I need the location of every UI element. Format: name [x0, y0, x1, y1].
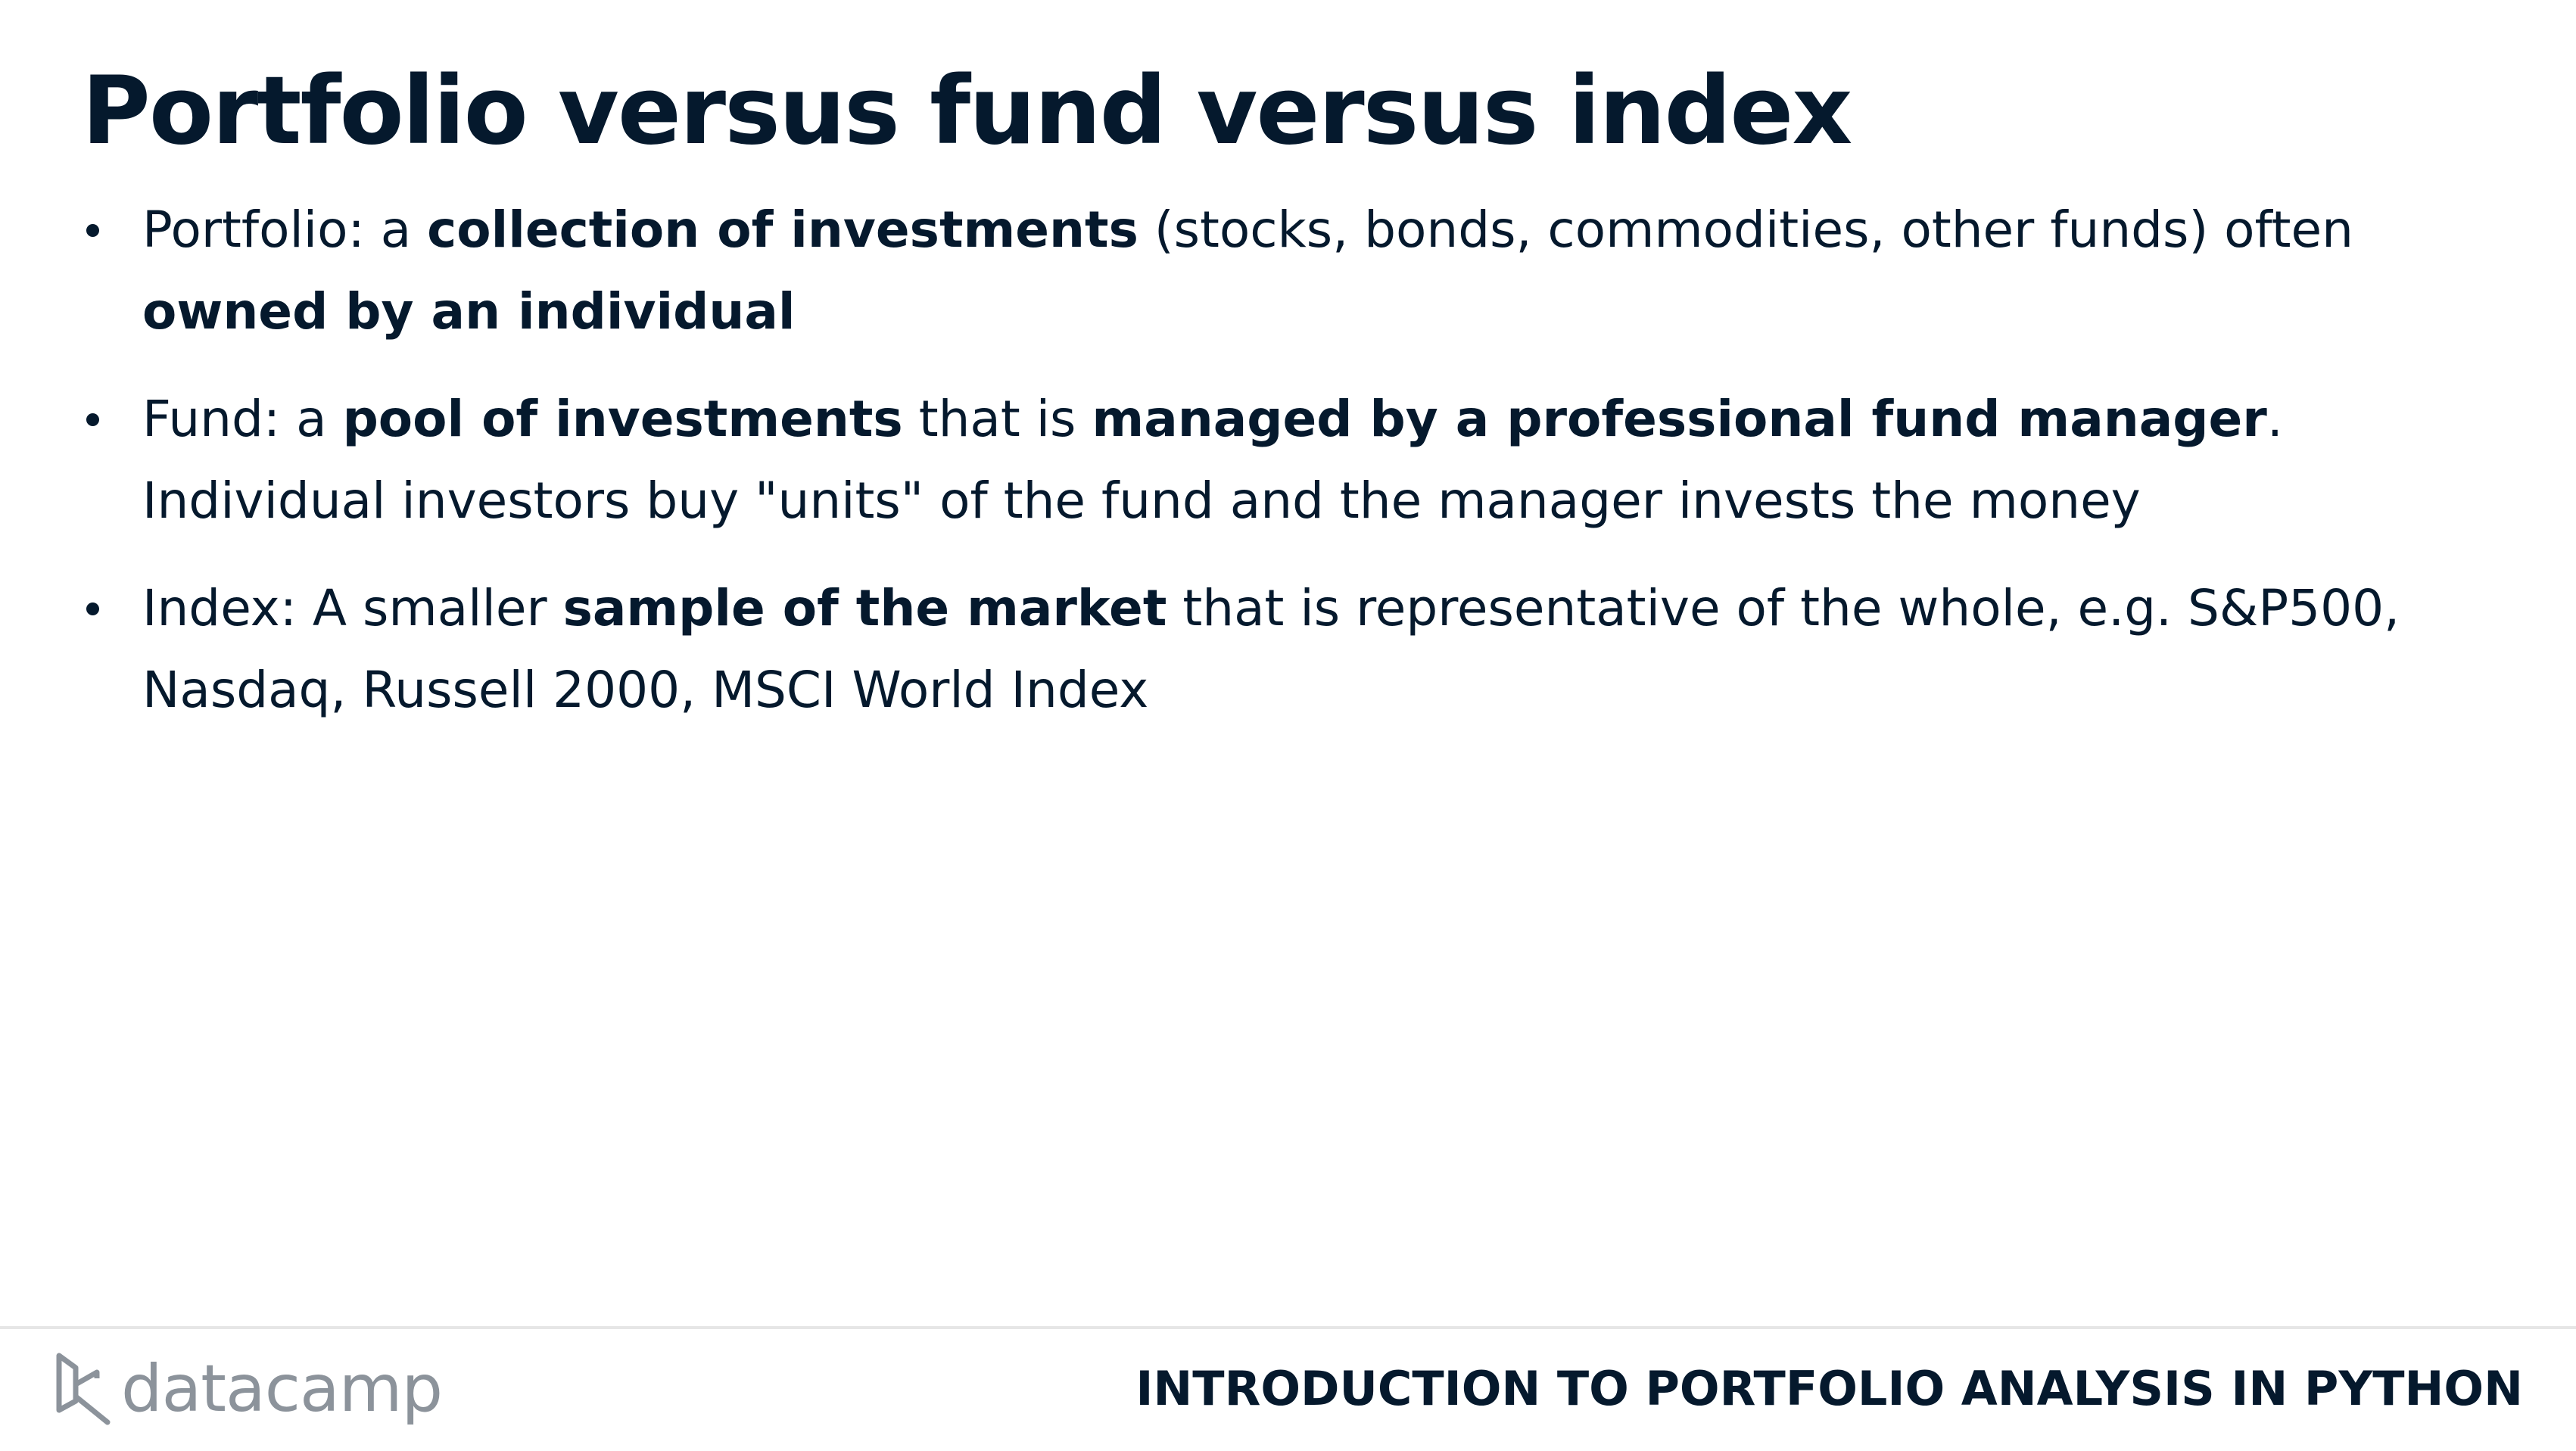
bullet-text-emphasis: sample of the market [562, 579, 1167, 637]
bullet-text-segment: Fund: a [142, 390, 343, 448]
datacamp-logo-icon [56, 1353, 111, 1425]
bullet-text-segment: that is [902, 390, 1092, 448]
bullet-text-segment: Portfolio: a [142, 201, 428, 259]
bullet-text: Index: A smaller sample of the market th… [142, 579, 2400, 719]
bullet-dot-icon [86, 224, 99, 237]
bullet-text-emphasis: pool of investments [342, 390, 903, 448]
bullet-list: Portfolio: a collection of investments (… [82, 189, 2489, 757]
bullet-text-segment: Index: A smaller [142, 579, 563, 637]
bullet-text: Portfolio: a collection of investments (… [142, 201, 2353, 341]
bullet-item-fund: Fund: a pool of investments that is mana… [82, 378, 2489, 542]
bullet-text-emphasis: collection of investments [427, 201, 1138, 259]
bullet-text-emphasis: owned by an individual [142, 282, 796, 341]
bullet-text-segment: (stocks, bonds, commodities, other funds… [1138, 201, 2353, 259]
bullet-text-segment: . Individual investors buy "units" of th… [142, 390, 2283, 530]
bullet-dot-icon [86, 603, 99, 615]
page-title: Portfolio versus fund versus index [82, 57, 1852, 166]
bullet-text-emphasis: managed by a professional fund manager [1092, 390, 2267, 448]
course-title: INTRODUCTION TO PORTFOLIO ANALYSIS IN PY… [1135, 1361, 2523, 1416]
footer-divider [0, 1326, 2576, 1329]
bullet-text: Fund: a pool of investments that is mana… [142, 390, 2283, 530]
bullet-dot-icon [86, 413, 99, 426]
bullet-item-portfolio: Portfolio: a collection of investments (… [82, 189, 2489, 353]
bullet-text-segment: that is representative of the whole, e.g… [142, 579, 2400, 719]
logo-text: datacamp [121, 1351, 443, 1427]
datacamp-logo[interactable]: datacamp [53, 1347, 443, 1431]
bullet-item-index: Index: A smaller sample of the market th… [82, 568, 2489, 731]
